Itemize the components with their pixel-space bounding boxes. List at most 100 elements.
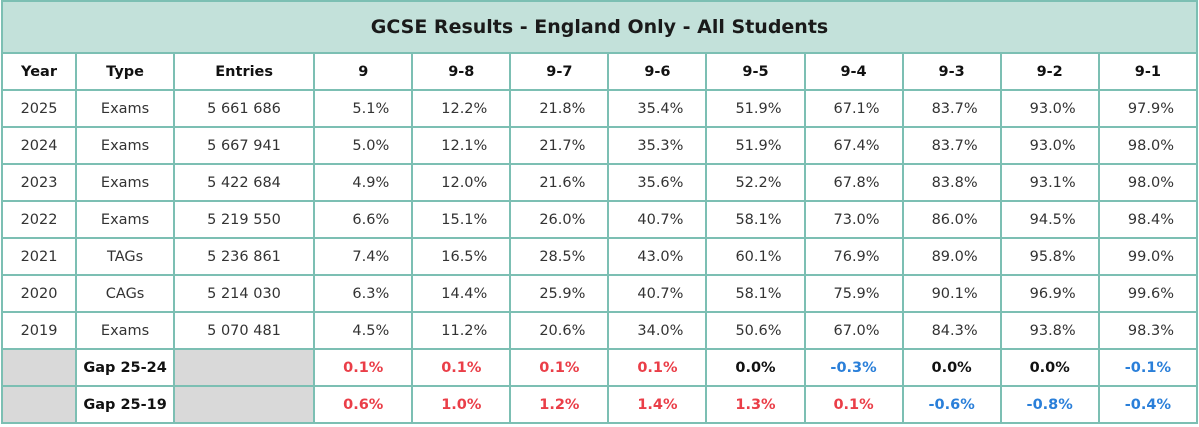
grade-percent-cell: 51.9% — [705, 126, 806, 165]
grade-percent-cell: 12.1% — [411, 126, 512, 165]
grade-percent-cell: 52.2% — [705, 163, 806, 202]
gap-value-cell: -0.6% — [901, 385, 1002, 424]
type-cell: Exams — [75, 200, 176, 239]
entries-cell: 5 214 030 — [173, 274, 316, 313]
grade-percent-cell: 21.8% — [509, 89, 610, 128]
grade-percent-cell: 11.2% — [411, 311, 512, 350]
gap-value-cell: -0.1% — [1097, 348, 1199, 387]
gap-value-cell: 1.2% — [509, 385, 610, 424]
grade-percent-cell: 7.4% — [313, 237, 414, 276]
year-cell: 2020 — [0, 274, 78, 313]
grade-percent-cell: 83.8% — [901, 163, 1002, 202]
year-cell: 2019 — [0, 311, 78, 350]
grade-percent-cell: 16.5% — [411, 237, 512, 276]
grade-percent-cell: 43.0% — [607, 237, 708, 276]
entries-cell: 5 236 861 — [173, 237, 316, 276]
column-header: 9-4 — [803, 52, 904, 91]
entries-cell: 5 667 941 — [173, 126, 316, 165]
grade-percent-cell: 15.1% — [411, 200, 512, 239]
empty-shaded-cell — [0, 348, 78, 387]
type-cell: TAGs — [75, 237, 176, 276]
grade-percent-cell: 86.0% — [901, 200, 1002, 239]
gap-value-cell: 0.1% — [509, 348, 610, 387]
gap-value-cell: 1.0% — [411, 385, 512, 424]
table-row: 2024 Exams 5 667 941 5.0% 12.1% 21.7% 35.3% 51.… — [0, 126, 1199, 165]
table-row: 2019 Exams 5 070 481 4.5% 11.2% 20.6% 34.0% 50.… — [0, 311, 1199, 350]
grade-percent-cell: 12.2% — [411, 89, 512, 128]
gap-value-cell: 0.0% — [999, 348, 1100, 387]
year-cell: 2024 — [0, 126, 78, 165]
grade-percent-cell: 84.3% — [901, 311, 1002, 350]
grade-percent-cell: 99.6% — [1097, 274, 1199, 313]
table-row: 2020 CAGs 5 214 030 6.3% 14.4% 25.9% 40.7% 58.1… — [0, 274, 1199, 313]
type-cell: Exams — [75, 311, 176, 350]
grade-percent-cell: 93.0% — [999, 126, 1100, 165]
grade-percent-cell: 93.0% — [999, 89, 1100, 128]
grade-percent-cell: 98.0% — [1097, 163, 1199, 202]
grade-percent-cell: 35.3% — [607, 126, 708, 165]
grade-percent-cell: 83.7% — [901, 126, 1002, 165]
grade-percent-cell: 40.7% — [607, 274, 708, 313]
gap-value-cell: 0.6% — [313, 385, 414, 424]
grade-percent-cell: 60.1% — [705, 237, 806, 276]
column-header: 9-3 — [901, 52, 1002, 91]
grade-percent-cell: 95.8% — [999, 237, 1100, 276]
grade-percent-cell: 26.0% — [509, 200, 610, 239]
column-header: 9 — [313, 52, 414, 91]
gap-value-cell: 0.1% — [313, 348, 414, 387]
gap-row: Gap 25-19 0.6% 1.0% 1.2% 1.4% 1.3% 0.1% -0.6% -0… — [0, 385, 1199, 424]
column-header: 9-5 — [705, 52, 806, 91]
empty-shaded-cell — [173, 385, 316, 424]
entries-cell: 5 422 684 — [173, 163, 316, 202]
grade-percent-cell: 6.6% — [313, 200, 414, 239]
grade-percent-cell: 12.0% — [411, 163, 512, 202]
grade-percent-cell: 35.6% — [607, 163, 708, 202]
grade-percent-cell: 51.9% — [705, 89, 806, 128]
grade-percent-cell: 35.4% — [607, 89, 708, 128]
grade-percent-cell: 94.5% — [999, 200, 1100, 239]
table-title: GCSE Results - England Only - All Studen… — [1, 0, 1198, 54]
grade-percent-cell: 28.5% — [509, 237, 610, 276]
grade-percent-cell: 25.9% — [509, 274, 610, 313]
grade-percent-cell: 90.1% — [901, 274, 1002, 313]
gap-value-cell: 1.3% — [705, 385, 806, 424]
column-header: Year — [0, 52, 78, 91]
column-header: 9-7 — [509, 52, 610, 91]
grade-percent-cell: 50.6% — [705, 311, 806, 350]
type-cell: Exams — [75, 163, 176, 202]
table-row: 2021 TAGs 5 236 861 7.4% 16.5% 28.5% 43.0% 60.1… — [0, 237, 1199, 276]
gap-label-cell: Gap 25-24 — [75, 348, 176, 387]
gap-label-cell: Gap 25-19 — [75, 385, 176, 424]
table-row: 2022 Exams 5 219 550 6.6% 15.1% 26.0% 40.7% 58.… — [0, 200, 1199, 239]
grade-percent-cell: 93.8% — [999, 311, 1100, 350]
gap-value-cell: 0.0% — [705, 348, 806, 387]
grade-percent-cell: 58.1% — [705, 200, 806, 239]
grade-percent-cell: 14.4% — [411, 274, 512, 313]
grade-percent-cell: 93.1% — [999, 163, 1100, 202]
empty-shaded-cell — [173, 348, 316, 387]
table-body: 2025 Exams 5 661 686 5.1% 12.2% 21.8% 35.4% 51.… — [0, 89, 1199, 424]
entries-cell: 5 070 481 — [173, 311, 316, 350]
year-cell: 2023 — [0, 163, 78, 202]
gap-value-cell: -0.3% — [803, 348, 904, 387]
grade-percent-cell: 6.3% — [313, 274, 414, 313]
grade-percent-cell: 98.0% — [1097, 126, 1199, 165]
column-header-row: Year Type Entries 9 9-8 9-7 9-6 9-5 9-4 9-3 9-2 9-1 — [0, 52, 1199, 91]
entries-cell: 5 661 686 — [173, 89, 316, 128]
grade-percent-cell: 98.3% — [1097, 311, 1199, 350]
gap-value-cell: 0.1% — [607, 348, 708, 387]
grade-percent-cell: 76.9% — [803, 237, 904, 276]
type-cell: CAGs — [75, 274, 176, 313]
grade-percent-cell: 97.9% — [1097, 89, 1199, 128]
grade-percent-cell: 83.7% — [901, 89, 1002, 128]
grade-percent-cell: 96.9% — [999, 274, 1100, 313]
grade-percent-cell: 58.1% — [705, 274, 806, 313]
grade-percent-cell: 98.4% — [1097, 200, 1199, 239]
grade-percent-cell: 67.8% — [803, 163, 904, 202]
grade-percent-cell: 4.5% — [313, 311, 414, 350]
gap-value-cell: 1.4% — [607, 385, 708, 424]
column-header: 9-6 — [607, 52, 708, 91]
empty-shaded-cell — [0, 385, 78, 424]
